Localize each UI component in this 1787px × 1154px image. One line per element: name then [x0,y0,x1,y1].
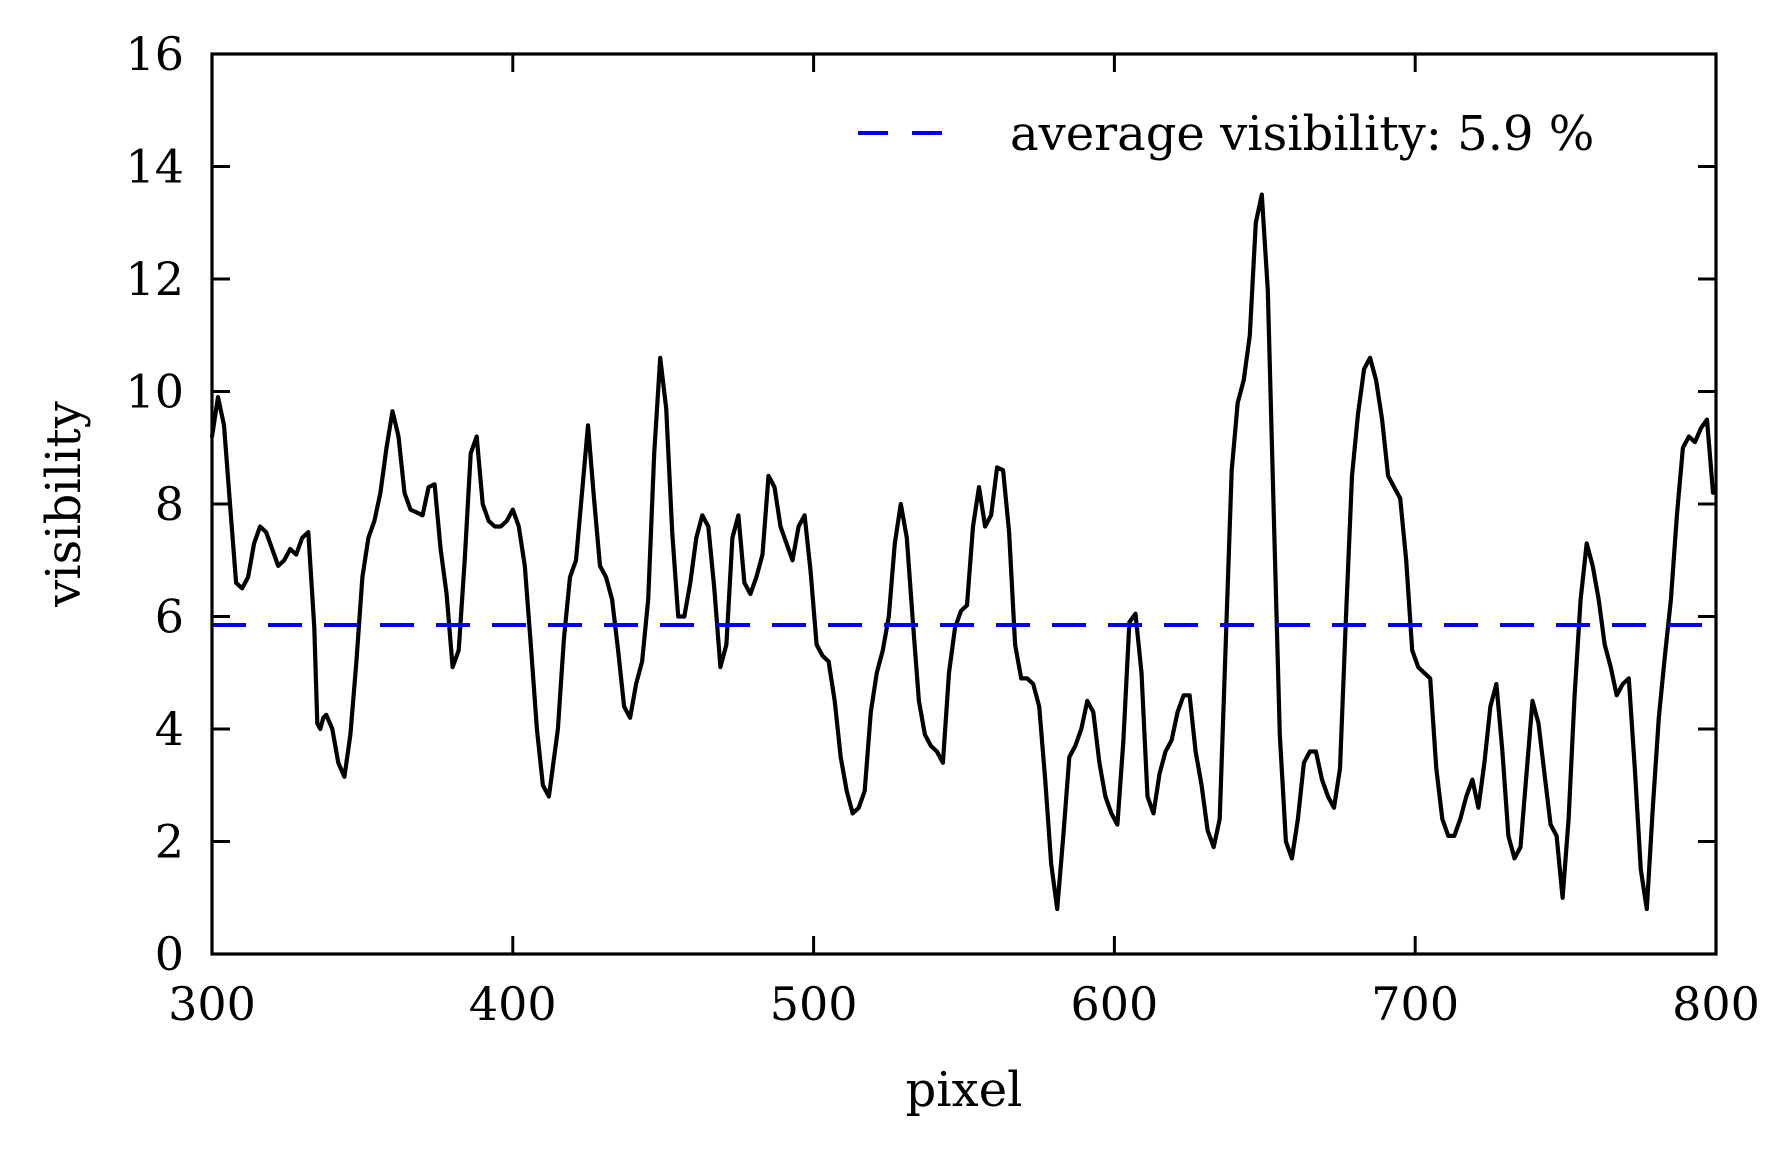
y-tick-label: 16 [125,27,184,81]
plot-frame [210,52,1718,956]
x-tick-label: 300 [168,977,256,1031]
plot-area [209,192,1716,912]
y-tick-label: 14 [125,140,184,194]
y-tick-label: 8 [155,477,184,531]
y-tick-label: 2 [155,815,184,869]
y-axis-label: visibility [36,401,92,608]
x-tick-label: 500 [770,977,858,1031]
legend-label-average: average visibility: 5.9 % [1010,106,1594,162]
y-tick-label: 12 [125,252,184,306]
legend: average visibility: 5.9 % [858,106,1594,162]
y-tick-label: 10 [125,365,184,419]
x-tick-label: 700 [1371,977,1459,1031]
axis-ticks: 300 400 500 600 700 800 0 2 4 6 8 10 12 14 16 [125,27,1759,1031]
x-tick-label: 400 [469,977,557,1031]
y-tick-label: 4 [155,702,184,756]
x-tick-label: 600 [1070,977,1158,1031]
x-tick-label: 800 [1672,977,1760,1031]
y-tick-label: 0 [155,927,184,981]
x-axis-label: pixel [906,1062,1023,1118]
visibility-series-line [209,192,1716,912]
y-tick-label: 6 [155,590,184,644]
